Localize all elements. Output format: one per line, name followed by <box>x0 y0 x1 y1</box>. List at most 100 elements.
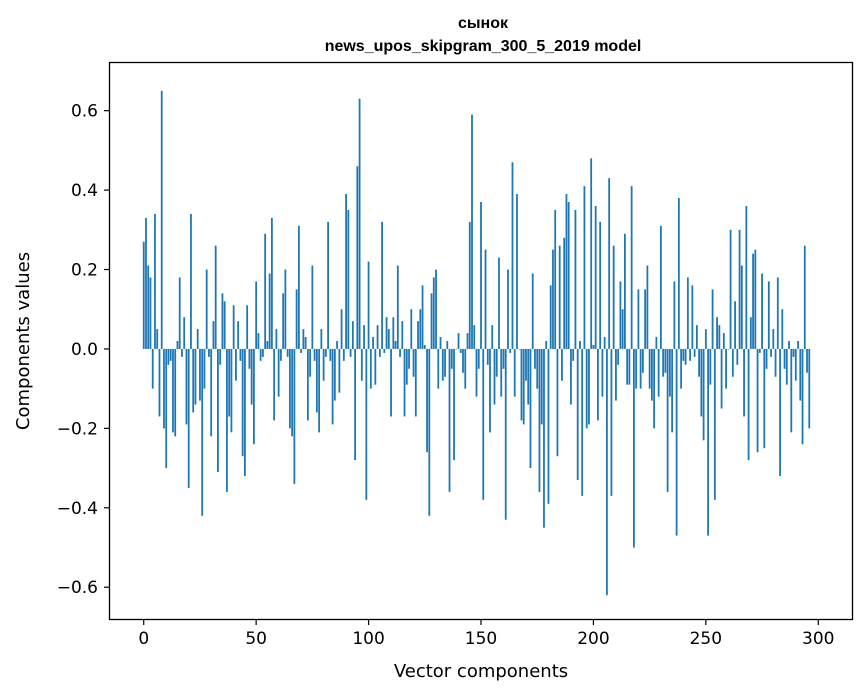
bar <box>295 289 298 349</box>
bar <box>156 329 159 349</box>
bar <box>468 221 471 349</box>
bar <box>322 348 325 381</box>
bar <box>709 348 712 385</box>
bar <box>729 229 732 349</box>
bar <box>543 348 545 528</box>
y-tick-label: −0.6 <box>57 578 98 598</box>
bar <box>190 213 192 349</box>
bar <box>187 348 190 488</box>
bar <box>707 348 709 536</box>
bar <box>223 301 226 349</box>
bar <box>172 348 174 433</box>
bar <box>399 348 401 357</box>
bar <box>540 348 543 425</box>
bar <box>579 341 581 349</box>
bar <box>363 325 365 349</box>
bar <box>347 209 350 349</box>
y-tick-label: 0.0 <box>71 340 98 360</box>
bar <box>745 205 748 349</box>
bar <box>520 348 523 421</box>
x-axis-label: Vector components <box>394 661 568 682</box>
bar <box>633 348 635 548</box>
bar <box>151 348 154 389</box>
bar <box>464 348 467 389</box>
bar <box>765 348 768 369</box>
bar <box>154 213 156 349</box>
bar <box>279 348 282 361</box>
bar <box>475 348 478 397</box>
bar <box>437 348 440 389</box>
bar <box>282 293 285 349</box>
bar <box>731 348 734 377</box>
bar <box>513 348 516 397</box>
bar <box>421 285 424 349</box>
bar <box>597 348 599 421</box>
bar <box>484 249 487 349</box>
bar <box>637 289 640 349</box>
bar <box>358 98 361 349</box>
bar <box>333 348 336 401</box>
bar <box>565 194 568 349</box>
bar <box>677 198 680 349</box>
bar <box>648 348 651 389</box>
bar <box>702 348 705 441</box>
bar <box>498 257 500 349</box>
bar <box>405 348 408 385</box>
bar <box>340 309 343 349</box>
bar <box>165 348 168 469</box>
bar <box>486 348 489 365</box>
bar <box>275 329 278 349</box>
bar <box>145 217 147 349</box>
bar <box>606 348 608 596</box>
bar <box>797 341 799 349</box>
bar <box>727 348 730 350</box>
bar <box>426 348 428 453</box>
bar <box>221 293 224 349</box>
bar <box>309 348 312 377</box>
bar <box>360 348 363 381</box>
bar <box>297 225 300 349</box>
bar <box>547 348 550 504</box>
bar <box>664 348 667 373</box>
bar <box>588 348 590 425</box>
bar <box>495 348 498 377</box>
bar <box>228 348 231 417</box>
bar <box>331 348 334 425</box>
bar <box>646 265 649 349</box>
bar <box>482 348 485 500</box>
bar <box>650 348 653 401</box>
bar <box>412 348 415 377</box>
bar <box>217 348 219 473</box>
bar <box>549 285 552 349</box>
bar <box>181 348 183 357</box>
x-tick-label: 150 <box>465 629 497 649</box>
bar <box>639 348 642 389</box>
bar <box>682 348 685 361</box>
bar <box>356 166 359 349</box>
bar <box>525 348 527 381</box>
bar <box>345 194 347 349</box>
bar <box>617 348 620 365</box>
bar <box>466 333 469 349</box>
bar <box>722 333 725 349</box>
bar <box>185 348 188 425</box>
bar <box>531 273 534 349</box>
bar <box>174 348 177 437</box>
bar <box>779 348 781 477</box>
bar <box>210 348 213 437</box>
bar <box>574 209 577 349</box>
bar <box>738 229 741 349</box>
bar <box>538 348 541 492</box>
bar <box>713 348 716 500</box>
bar <box>417 321 419 349</box>
bar <box>392 317 395 349</box>
bar <box>657 348 660 397</box>
bar <box>338 348 341 393</box>
bar <box>313 348 316 361</box>
bar <box>563 237 566 349</box>
bar <box>491 325 494 349</box>
bar <box>770 348 772 357</box>
bar <box>644 289 647 349</box>
y-tick-label: 0.4 <box>71 181 98 201</box>
bar <box>369 348 372 389</box>
